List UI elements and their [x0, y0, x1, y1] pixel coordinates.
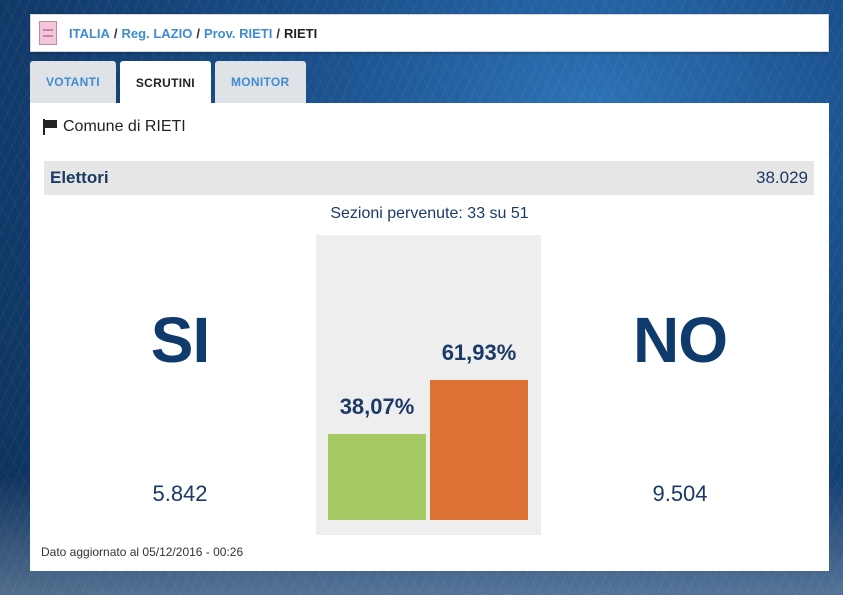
breadcrumb-region[interactable]: Reg. LAZIO	[121, 25, 193, 41]
si-votes: 5.842	[152, 481, 208, 506]
flag-icon	[41, 118, 59, 136]
breadcrumb-province[interactable]: Prov. RIETI	[203, 25, 273, 41]
bar-label-si: 38,07%	[339, 394, 415, 419]
update-timestamp: Dato aggiornato al 05/12/2016 - 00:26	[41, 545, 244, 559]
tab-bar: VOTANTI SCRUTINI MONITOR	[30, 61, 310, 104]
breadcrumb-italia[interactable]: ITALIA	[69, 25, 110, 41]
elettori-value: 38.029	[756, 168, 808, 187]
sezioni-pervenute: Sezioni pervenute: 33 su 51	[330, 205, 529, 222]
tab-scrutini[interactable]: SCRUTINI	[119, 61, 211, 104]
comune-name: Comune di RIETI	[63, 118, 186, 135]
elettori-label: Elettori	[50, 168, 109, 187]
breadcrumb-separator: /	[276, 25, 280, 41]
results-panel: Comune di RIETI Elettori 38.029 Sezioni …	[30, 103, 829, 571]
si-label: SI	[150, 304, 210, 376]
ballot-icon	[39, 21, 57, 45]
breadcrumb-separator: /	[113, 25, 118, 41]
bar-si	[328, 434, 426, 520]
breadcrumb-current: RIETI	[283, 25, 318, 41]
bar-no	[430, 380, 528, 520]
results-chart: 38,07% 61,93%	[316, 235, 541, 535]
comune-heading: Comune di RIETI	[41, 118, 186, 136]
elettori-row: Elettori 38.029	[44, 161, 814, 195]
tab-monitor[interactable]: MONITOR	[214, 61, 306, 103]
no-votes: 9.504	[652, 481, 708, 506]
bar-label-no: 61,93%	[441, 340, 517, 365]
tab-votanti[interactable]: VOTANTI	[30, 61, 116, 103]
breadcrumb-separator: /	[196, 25, 200, 41]
breadcrumb: ITALIA / Reg. LAZIO / Prov. RIETI / RIET…	[30, 14, 829, 52]
no-label: NO	[633, 304, 728, 376]
